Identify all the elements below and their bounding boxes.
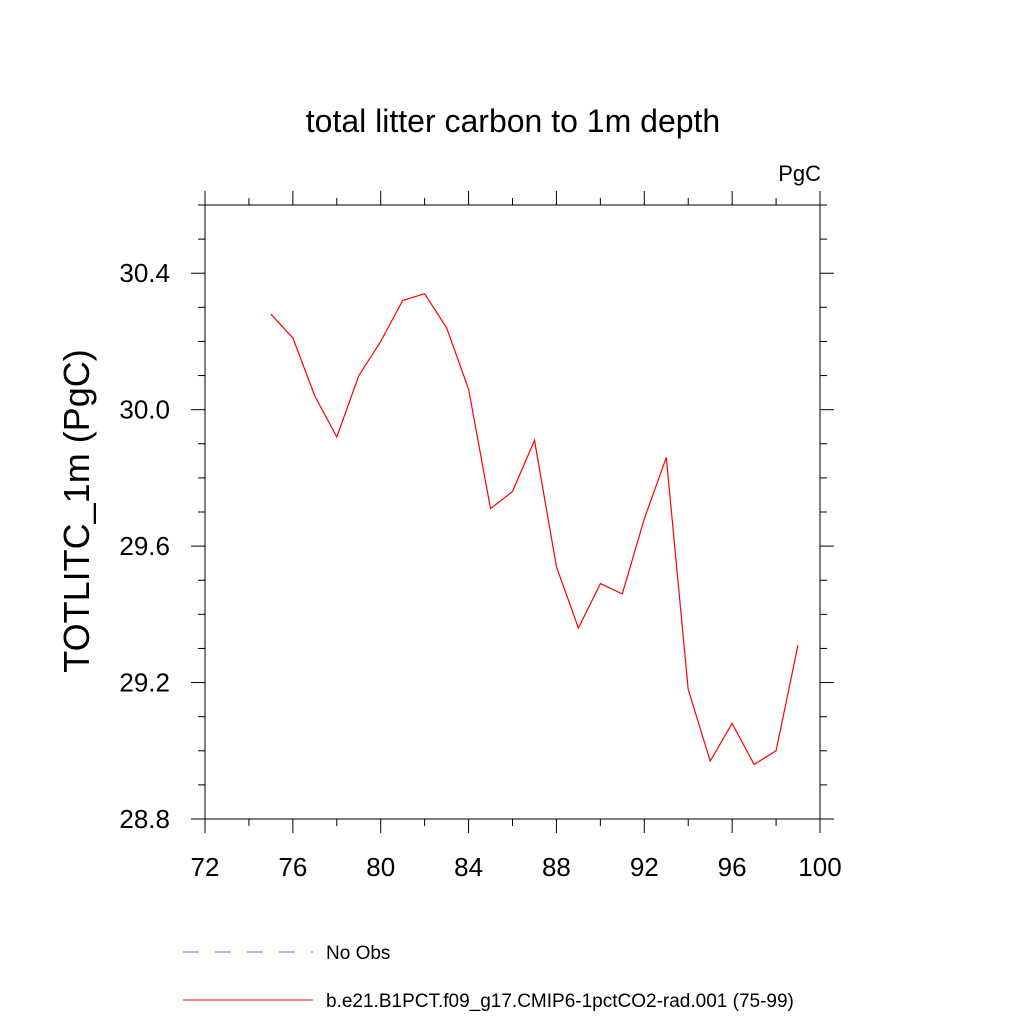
y-tick-label: 30.0	[119, 395, 170, 425]
x-tick-label: 88	[542, 852, 571, 882]
series-layer	[270, 292, 799, 766]
series-line	[270, 292, 799, 766]
legend-label: b.e21.B1PCT.f09_g17.CMIP6-1pctCO2-rad.00…	[326, 991, 794, 1012]
x-tick-label: 96	[718, 852, 747, 882]
units-label: PgC	[778, 161, 821, 186]
y-tick-label: 29.2	[119, 668, 170, 698]
y-tick-label: 28.8	[119, 804, 170, 834]
tick-labels: 72 76 80 84 88 92 96 100 28.8 29.2 29.6 30.0 30.4	[119, 258, 841, 882]
legend-label: No Obs	[326, 943, 390, 964]
x-tick-label: 92	[630, 852, 659, 882]
y-tick-label: 29.6	[119, 531, 170, 561]
axis-ticks	[191, 191, 834, 833]
x-tick-label: 76	[278, 852, 307, 882]
x-tick-label: 72	[191, 852, 220, 882]
y-tick-label: 30.4	[119, 258, 170, 288]
chart-title: total litter carbon to 1m depth	[306, 103, 720, 139]
x-tick-label: 84	[454, 852, 483, 882]
legend: No Obs b.e21.B1PCT.f09_g17.CMIP6-1pctCO2-…	[183, 943, 794, 1012]
plot-frame	[204, 204, 821, 820]
y-axis-label: TOTLITC_1m (PgC)	[56, 349, 97, 672]
x-tick-label: 80	[366, 852, 395, 882]
x-tick-label: 100	[798, 852, 841, 882]
